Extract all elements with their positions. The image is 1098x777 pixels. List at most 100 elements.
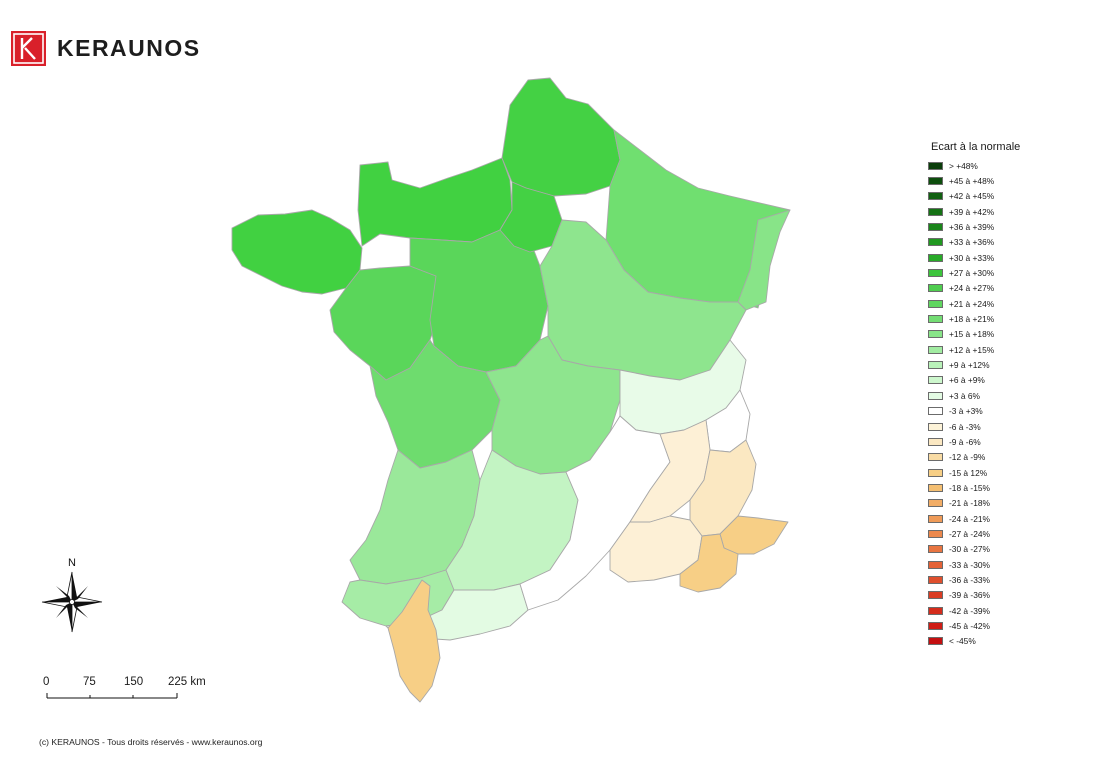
legend-swatch bbox=[928, 483, 943, 492]
legend-label: +6 à +9% bbox=[949, 375, 985, 386]
brand-logo: KERAUNOS bbox=[11, 31, 201, 66]
legend-swatch bbox=[928, 529, 943, 538]
legend-label: -45 à -42% bbox=[949, 620, 990, 631]
legend-swatch bbox=[928, 361, 943, 370]
legend-label: +12 à +15% bbox=[949, 344, 995, 355]
legend-swatch bbox=[928, 238, 943, 247]
legend-swatch bbox=[928, 391, 943, 400]
legend-item: -36 à -33% bbox=[928, 572, 1020, 587]
legend-swatch bbox=[928, 376, 943, 385]
legend-item: -12 à -9% bbox=[928, 450, 1020, 465]
legend-label: +39 à +42% bbox=[949, 206, 995, 217]
scale-label-150: 150 bbox=[124, 676, 144, 688]
legend-label: -15 à 12% bbox=[949, 467, 988, 478]
legend-label: -12 à -9% bbox=[949, 452, 986, 463]
legend-swatch bbox=[928, 545, 943, 554]
legend-item: +21 à +24% bbox=[928, 296, 1020, 311]
legend-item: +3 à 6% bbox=[928, 388, 1020, 403]
legend-swatch bbox=[928, 621, 943, 630]
map-legend: Ecart à la normale > +48% +45 à +48% +42 à… bbox=[928, 141, 1020, 649]
scale-bar: 0 75 150 225 km bbox=[40, 676, 220, 706]
legend-items: > +48% +45 à +48% +42 à +45% +39 à +42% +36 … bbox=[928, 158, 1020, 649]
legend-label: +21 à +24% bbox=[949, 298, 995, 309]
legend-label: +45 à +48% bbox=[949, 176, 995, 187]
legend-swatch bbox=[928, 637, 943, 646]
legend-item: -18 à -15% bbox=[928, 480, 1020, 495]
legend-item: -24 à -21% bbox=[928, 511, 1020, 526]
legend-item: +15 à +18% bbox=[928, 327, 1020, 342]
legend-item: +9 à +12% bbox=[928, 357, 1020, 372]
legend-item: +24 à +27% bbox=[928, 281, 1020, 296]
legend-swatch bbox=[928, 575, 943, 584]
legend-label: -33 à -30% bbox=[949, 559, 990, 570]
legend-swatch bbox=[928, 422, 943, 431]
compass-north-label: N bbox=[68, 557, 76, 569]
legend-item: -45 à -42% bbox=[928, 618, 1020, 633]
legend-label: -6 à -3% bbox=[949, 421, 981, 432]
legend-label: -30 à -27% bbox=[949, 544, 990, 555]
legend-item: > +48% bbox=[928, 158, 1020, 173]
legend-item: +45 à +48% bbox=[928, 173, 1020, 188]
legend-swatch bbox=[928, 177, 943, 186]
legend-label: +27 à +30% bbox=[949, 268, 995, 279]
legend-label: +33 à +36% bbox=[949, 237, 995, 248]
legend-label: -27 à -24% bbox=[949, 528, 990, 539]
legend-swatch bbox=[928, 499, 943, 508]
legend-label: -18 à -15% bbox=[949, 482, 990, 493]
legend-swatch bbox=[928, 192, 943, 201]
legend-swatch bbox=[928, 453, 943, 462]
legend-label: +30 à +33% bbox=[949, 252, 995, 263]
france-map bbox=[210, 70, 810, 710]
legend-label: -21 à -18% bbox=[949, 498, 990, 509]
brand-name: KERAUNOS bbox=[57, 35, 201, 61]
legend-item: -21 à -18% bbox=[928, 496, 1020, 511]
region-north bbox=[501, 77, 621, 197]
legend-label: -39 à -36% bbox=[949, 590, 990, 601]
legend-item: -27 à -24% bbox=[928, 526, 1020, 541]
legend-label: +36 à +39% bbox=[949, 222, 995, 233]
legend-swatch bbox=[928, 223, 943, 232]
copyright-footer: (c) KERAUNOS - Tous droits réservés - ww… bbox=[39, 737, 263, 747]
legend-item: -30 à -27% bbox=[928, 542, 1020, 557]
scale-label-225: 225 km bbox=[168, 676, 206, 688]
legend-label: +24 à +27% bbox=[949, 283, 995, 294]
legend-swatch bbox=[928, 560, 943, 569]
legend-item: -9 à -6% bbox=[928, 434, 1020, 449]
legend-item: < -45% bbox=[928, 634, 1020, 649]
legend-swatch bbox=[928, 407, 943, 416]
legend-swatch bbox=[928, 437, 943, 446]
scale-label-0: 0 bbox=[43, 676, 50, 688]
legend-item: -33 à -30% bbox=[928, 557, 1020, 572]
keraunos-logo-icon bbox=[11, 31, 46, 66]
legend-label: -3 à +3% bbox=[949, 406, 983, 417]
legend-label: -42 à -39% bbox=[949, 605, 990, 616]
legend-swatch bbox=[928, 591, 943, 600]
legend-label: < -45% bbox=[949, 636, 976, 647]
region-var bbox=[679, 533, 739, 593]
legend-item: -6 à -3% bbox=[928, 419, 1020, 434]
region-brittany bbox=[231, 209, 363, 295]
legend-item: +33 à +36% bbox=[928, 235, 1020, 250]
legend-swatch bbox=[928, 161, 943, 170]
legend-swatch bbox=[928, 330, 943, 339]
legend-label: -24 à -21% bbox=[949, 513, 990, 524]
legend-swatch bbox=[928, 514, 943, 523]
legend-swatch bbox=[928, 284, 943, 293]
scale-label-75: 75 bbox=[83, 676, 96, 688]
region-normandy bbox=[357, 157, 513, 247]
legend-title: Ecart à la normale bbox=[931, 141, 1021, 153]
legend-item: +42 à +45% bbox=[928, 189, 1020, 204]
legend-item: +39 à +42% bbox=[928, 204, 1020, 219]
legend-label: +9 à +12% bbox=[949, 360, 990, 371]
legend-label: > +48% bbox=[949, 160, 978, 171]
region-drome bbox=[629, 419, 711, 523]
legend-swatch bbox=[928, 253, 943, 262]
legend-label: +42 à +45% bbox=[949, 191, 995, 202]
legend-item: -39 à -36% bbox=[928, 588, 1020, 603]
legend-item: +30 à +33% bbox=[928, 250, 1020, 265]
legend-item: -42 à -39% bbox=[928, 603, 1020, 618]
legend-item: +36 à +39% bbox=[928, 219, 1020, 234]
legend-swatch bbox=[928, 299, 943, 308]
region-corsica bbox=[387, 579, 441, 703]
legend-item: -3 à +3% bbox=[928, 404, 1020, 419]
